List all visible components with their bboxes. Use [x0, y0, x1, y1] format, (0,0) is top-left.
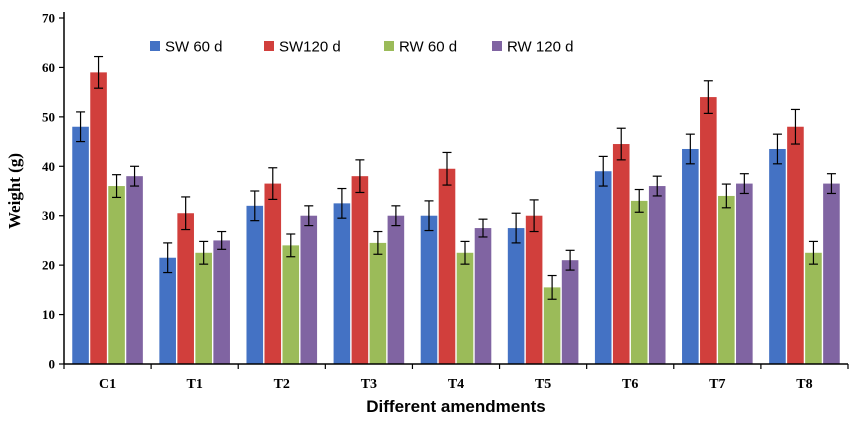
x-tick-label: C1 [99, 377, 116, 392]
legend-label: SW120 d [279, 39, 341, 56]
legend-label: RW 120 d [507, 39, 573, 56]
legend-label: RW 60 d [399, 39, 457, 56]
bar [282, 245, 300, 364]
x-tick-label: T1 [186, 377, 202, 392]
bar [507, 228, 525, 364]
legend-swatch [264, 41, 274, 51]
x-tick-label: T5 [535, 377, 551, 392]
bar [682, 148, 699, 364]
bar [438, 168, 456, 364]
bar [474, 228, 492, 364]
y-tick-label: 40 [42, 159, 55, 174]
bar [456, 252, 474, 364]
bar [213, 240, 230, 364]
y-tick-label: 20 [42, 258, 55, 273]
y-tick-label: 0 [49, 357, 56, 372]
bar [525, 215, 543, 364]
bar [594, 171, 612, 364]
bar [351, 176, 369, 364]
bar [126, 176, 143, 364]
legend-label: SW 60 d [165, 39, 223, 56]
x-tick-label: T2 [274, 377, 290, 392]
bar [700, 97, 717, 364]
y-tick-label: 70 [42, 11, 55, 26]
y-axis-label: Weight (g) [5, 153, 24, 229]
bar [369, 242, 387, 364]
y-tick-label: 30 [42, 208, 55, 223]
y-tick-label: 50 [42, 109, 55, 124]
bar [300, 215, 318, 364]
bar [333, 203, 351, 364]
x-tick-label: T3 [361, 377, 377, 392]
bar [159, 257, 176, 364]
bar [718, 195, 735, 364]
bar [648, 186, 666, 364]
bar [823, 183, 840, 364]
bar [108, 186, 125, 364]
legend: SW 60 d SW120 d RW 60 d RW 120 d [150, 39, 573, 56]
bar [264, 183, 282, 364]
y-tick-label: 10 [42, 307, 55, 322]
x-ticks: C1 T1 T2 T3 T4 T5 T6 T7 T8 [63, 364, 849, 392]
legend-swatch [150, 41, 160, 51]
x-tick-label: T8 [796, 377, 812, 392]
bar [769, 148, 786, 364]
bar [630, 200, 648, 364]
bar [561, 260, 579, 364]
bar [736, 183, 753, 364]
bar [420, 215, 438, 364]
bar [177, 213, 194, 364]
y-ticks: 0 10 20 30 40 50 60 70 [42, 11, 64, 372]
x-tick-label: T4 [448, 377, 464, 392]
bar [787, 126, 804, 364]
bar [612, 144, 630, 364]
bar [195, 252, 212, 364]
y-tick-label: 60 [42, 60, 55, 75]
x-tick-label: T7 [709, 377, 725, 392]
bar [72, 126, 89, 364]
error-bars-layer [76, 55, 836, 300]
x-axis-label: Different amendments [366, 397, 545, 416]
bar [246, 205, 264, 364]
bar [543, 287, 561, 364]
bar [90, 72, 107, 364]
legend-swatch [492, 41, 502, 51]
bar [387, 215, 405, 364]
legend-swatch [384, 41, 394, 51]
bar [805, 252, 822, 364]
bars-layer [72, 72, 840, 364]
x-tick-label: T6 [622, 377, 638, 392]
